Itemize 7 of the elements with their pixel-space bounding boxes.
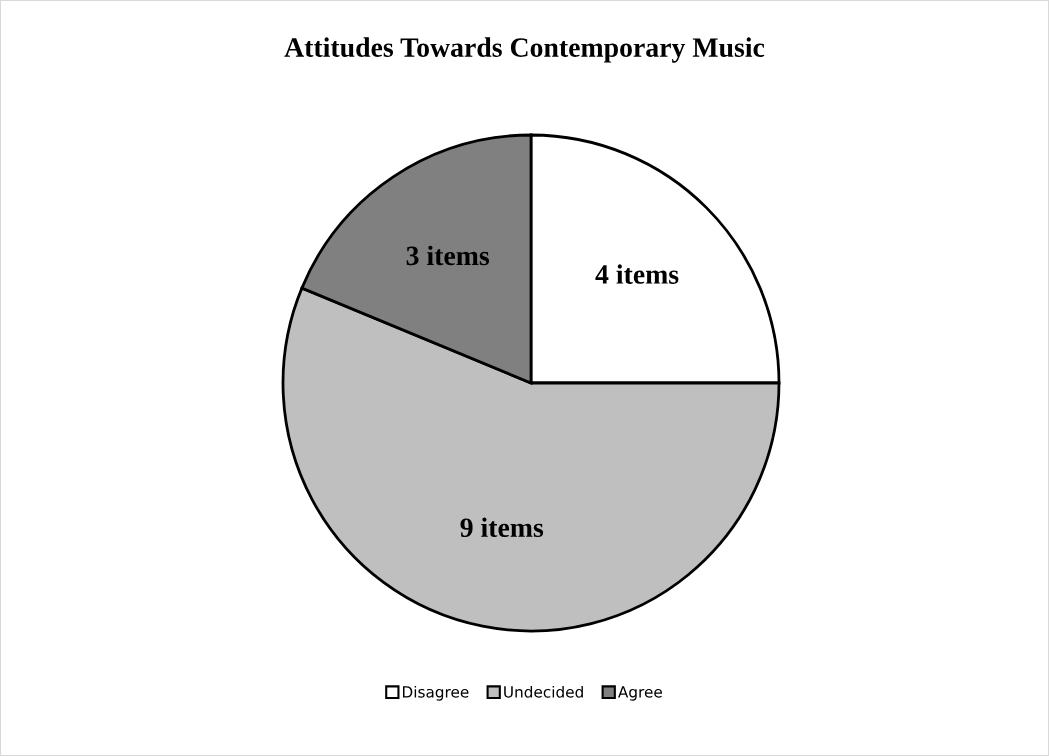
chart-title: Attitudes Towards Contemporary Music — [284, 37, 765, 63]
legend-label: Disagree — [403, 685, 469, 701]
legend-label: Undecided — [504, 685, 583, 698]
legend-label: Agree — [618, 686, 662, 701]
data-label: 3 items — [406, 245, 490, 266]
data-label: 4 items — [595, 264, 679, 284]
data-label: 9 items — [460, 517, 544, 538]
